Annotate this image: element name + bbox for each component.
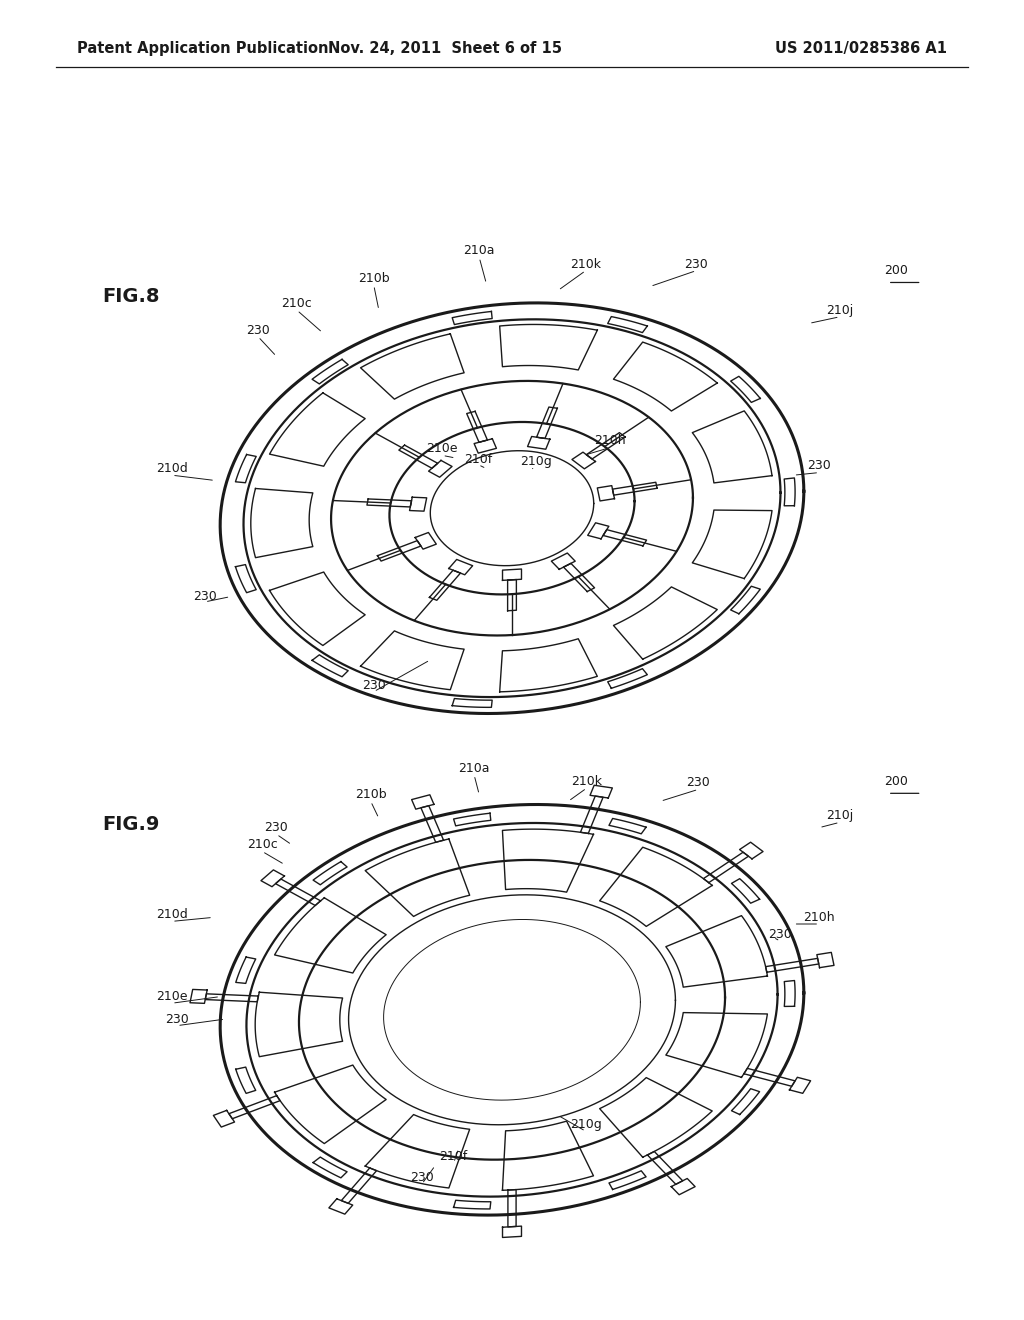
Text: 210b: 210b bbox=[355, 788, 386, 801]
Text: 210g: 210g bbox=[519, 455, 552, 469]
Text: Nov. 24, 2011  Sheet 6 of 15: Nov. 24, 2011 Sheet 6 of 15 bbox=[329, 41, 562, 57]
Text: 210c: 210c bbox=[247, 838, 278, 851]
Text: 230: 230 bbox=[246, 323, 270, 337]
Text: 230: 230 bbox=[264, 821, 289, 834]
Text: 210f: 210f bbox=[439, 1150, 468, 1163]
Text: 230: 230 bbox=[807, 459, 831, 473]
Text: 200: 200 bbox=[884, 775, 908, 788]
Text: 210g: 210g bbox=[569, 1118, 602, 1131]
Text: 230: 230 bbox=[410, 1171, 434, 1184]
Text: 230: 230 bbox=[165, 1012, 189, 1026]
Text: 210k: 210k bbox=[571, 775, 602, 788]
Text: 210j: 210j bbox=[826, 809, 853, 822]
Text: 210e: 210e bbox=[427, 442, 458, 455]
Text: 210k: 210k bbox=[570, 257, 601, 271]
Text: 200: 200 bbox=[884, 264, 908, 277]
Text: 210j: 210j bbox=[826, 304, 853, 317]
Text: 210e: 210e bbox=[157, 990, 187, 1003]
Text: 210b: 210b bbox=[358, 272, 389, 285]
Text: 210a: 210a bbox=[464, 244, 495, 257]
Text: 210h: 210h bbox=[595, 434, 626, 447]
Text: FIG.8: FIG.8 bbox=[102, 288, 160, 306]
Text: US 2011/0285386 A1: US 2011/0285386 A1 bbox=[775, 41, 947, 57]
Text: 230: 230 bbox=[684, 257, 709, 271]
Text: 210h: 210h bbox=[804, 911, 835, 924]
Text: 230: 230 bbox=[193, 590, 217, 603]
Text: FIG.9: FIG.9 bbox=[102, 816, 160, 834]
Text: 210c: 210c bbox=[282, 297, 312, 310]
Text: 230: 230 bbox=[361, 678, 386, 692]
Text: Patent Application Publication: Patent Application Publication bbox=[77, 41, 329, 57]
Text: 210d: 210d bbox=[156, 908, 188, 921]
Text: 210a: 210a bbox=[459, 762, 489, 775]
Text: 210f: 210f bbox=[464, 453, 493, 466]
Text: 230: 230 bbox=[686, 776, 711, 789]
Text: 230: 230 bbox=[768, 928, 793, 941]
Text: 210d: 210d bbox=[156, 462, 188, 475]
